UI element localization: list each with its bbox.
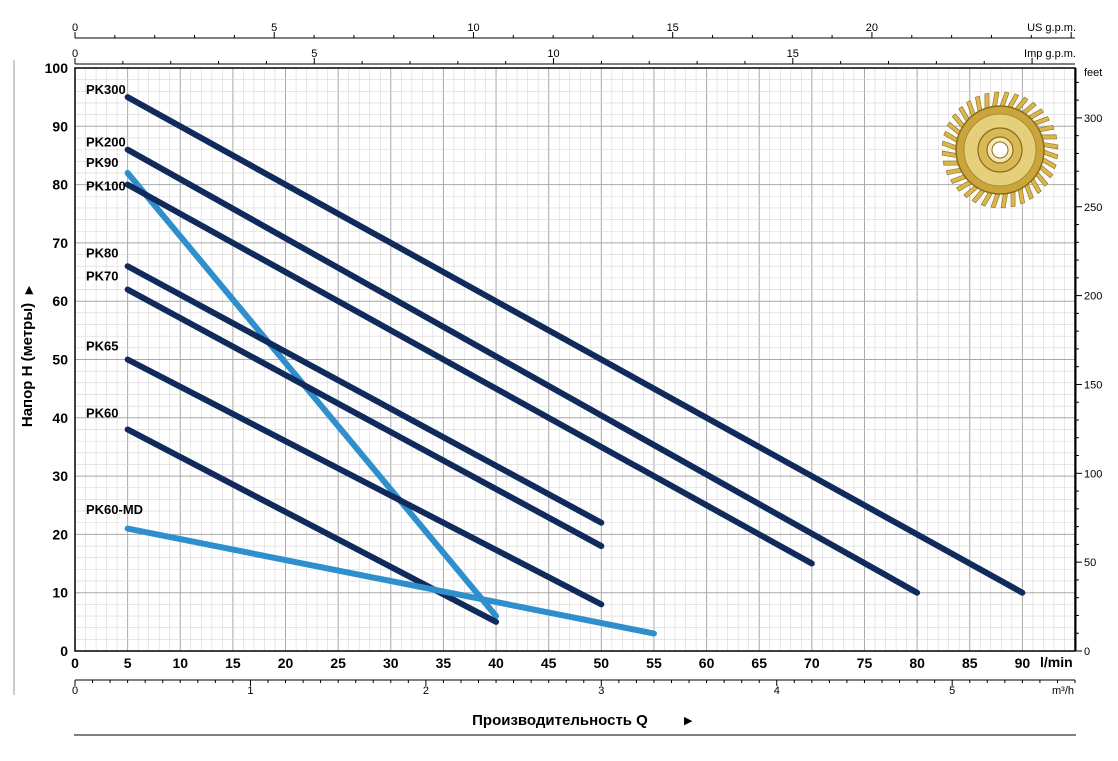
- y-tick-label: 10: [52, 585, 68, 601]
- series-line-pk80: [124, 263, 605, 526]
- y-axis-arrow-icon: ▶: [23, 285, 35, 294]
- right-feet-tick-label: 0: [1084, 646, 1090, 658]
- x-tick-label: 40: [488, 655, 504, 671]
- x-tick-label: 5: [124, 655, 132, 671]
- right-feet-tick-label: 300: [1084, 113, 1102, 125]
- x-axis-arrow-icon: ▶: [684, 715, 693, 727]
- y-tick-label: 80: [52, 177, 68, 193]
- unit-feet: feet: [1084, 67, 1102, 79]
- top-impgpm-tick-label: 10: [547, 48, 559, 60]
- unit-impgpm: Imp g.p.m.: [1024, 48, 1076, 60]
- y-tick-label: 70: [52, 235, 68, 251]
- x-tick-label: 55: [646, 655, 662, 671]
- unit-lmin: l/min: [1040, 654, 1073, 670]
- impeller-blade: [990, 192, 1001, 209]
- y-tick-label: 50: [52, 352, 68, 368]
- series-labels: PK300 PK200 PK90 PK100 PK80 PK70 PK65 PK60 PK60-…: [86, 82, 143, 517]
- series-label-pk90: PK90: [86, 155, 119, 170]
- x-tick-label: 60: [699, 655, 715, 671]
- x-tick-label: 30: [383, 655, 399, 671]
- x-axis-title: Производительность Q: [472, 712, 648, 729]
- y-tick-label: 100: [45, 60, 69, 76]
- x-tick-label: 85: [962, 655, 978, 671]
- series-label-pk60: PK60: [86, 406, 119, 421]
- x-tick-label: 20: [278, 655, 294, 671]
- x-tick-label: 50: [594, 655, 610, 671]
- chart-grid: [74, 67, 1076, 652]
- x-tick-label: 90: [1015, 655, 1031, 671]
- chart-axes: [74, 32, 1082, 686]
- x-tick-label: 70: [804, 655, 820, 671]
- impeller-blade: [941, 150, 958, 158]
- top-impgpm-tick-label: 15: [787, 48, 799, 60]
- unit-m3h: m³/h: [1052, 685, 1074, 697]
- top-usgpm-tick-label: 10: [467, 22, 479, 34]
- x-tick-label: 35: [436, 655, 452, 671]
- right-feet-tick-label: 50: [1084, 557, 1096, 569]
- series-line-pk100: [124, 181, 815, 567]
- series-label-pk65: PK65: [86, 339, 119, 354]
- x-tick-label: 10: [172, 655, 188, 671]
- top-usgpm-tick-label: 15: [667, 22, 679, 34]
- top-impgpm-tick-label: 5: [311, 48, 317, 60]
- bottom-m3h-tick-label: 1: [247, 685, 253, 697]
- series-label-pk70: PK70: [86, 269, 119, 284]
- series-label-pk80: PK80: [86, 245, 119, 260]
- y-tick-label: 0: [60, 643, 68, 659]
- bottom-m3h-tick-label: 4: [774, 685, 780, 697]
- x-tick-label: 80: [909, 655, 925, 671]
- series-line-pk90: [124, 169, 500, 620]
- right-feet-tick-label: 250: [1084, 202, 1102, 214]
- series-line-pk70: [124, 286, 605, 550]
- impeller-blade: [941, 140, 958, 151]
- series-label-pk100: PK100: [86, 178, 126, 193]
- unit-usgpm: US g.p.m.: [1027, 22, 1076, 34]
- tick-labels: 0 5 10 15 20 25 30 35 40 45 50 55 60 65 70 75 80 85 900102…: [45, 22, 1103, 697]
- y-tick-label: 90: [52, 118, 68, 134]
- x-tick-label: 25: [330, 655, 346, 671]
- x-tick-label: 75: [857, 655, 873, 671]
- x-tick-label: 65: [751, 655, 767, 671]
- impeller-blade: [992, 91, 1000, 108]
- right-feet-tick-label: 150: [1084, 379, 1102, 391]
- top-impgpm-tick-label: 0: [72, 48, 78, 60]
- impeller-blade: [1000, 192, 1008, 209]
- y-tick-label: 60: [52, 293, 68, 309]
- y-tick-label: 40: [52, 410, 68, 426]
- impeller-icon: [941, 91, 1059, 209]
- bottom-m3h-tick-label: 3: [598, 685, 604, 697]
- plot-frame: [74, 67, 1076, 652]
- right-feet-tick-label: 200: [1084, 291, 1102, 303]
- top-usgpm-tick-label: 0: [72, 22, 78, 34]
- y-axis-title: Напор H (метры): [19, 303, 36, 427]
- y-tick-label: 20: [52, 526, 68, 542]
- x-tick-label: 15: [225, 655, 241, 671]
- top-usgpm-tick-label: 20: [866, 22, 878, 34]
- series-line-pk300: [124, 94, 1026, 596]
- x-tick-label: 0: [71, 655, 79, 671]
- series-line-pk65: [124, 356, 605, 608]
- y-tick-label: 30: [52, 468, 68, 484]
- series-label-pk200: PK200: [86, 135, 126, 150]
- series-label-pk60-md: PK60-MD: [86, 502, 143, 517]
- series-line-pk60-md: [124, 525, 657, 637]
- right-feet-tick-label: 100: [1084, 468, 1102, 480]
- chart-series: [124, 94, 1026, 637]
- bottom-m3h-tick-label: 2: [423, 685, 429, 697]
- series-label-pk300: PK300: [86, 82, 126, 97]
- top-usgpm-tick-label: 5: [271, 22, 277, 34]
- bottom-m3h-tick-label: 0: [72, 685, 78, 697]
- impeller-blade: [1042, 149, 1059, 160]
- series-line-pk200: [124, 146, 921, 596]
- bottom-m3h-tick-label: 5: [949, 685, 955, 697]
- x-tick-label: 45: [541, 655, 557, 671]
